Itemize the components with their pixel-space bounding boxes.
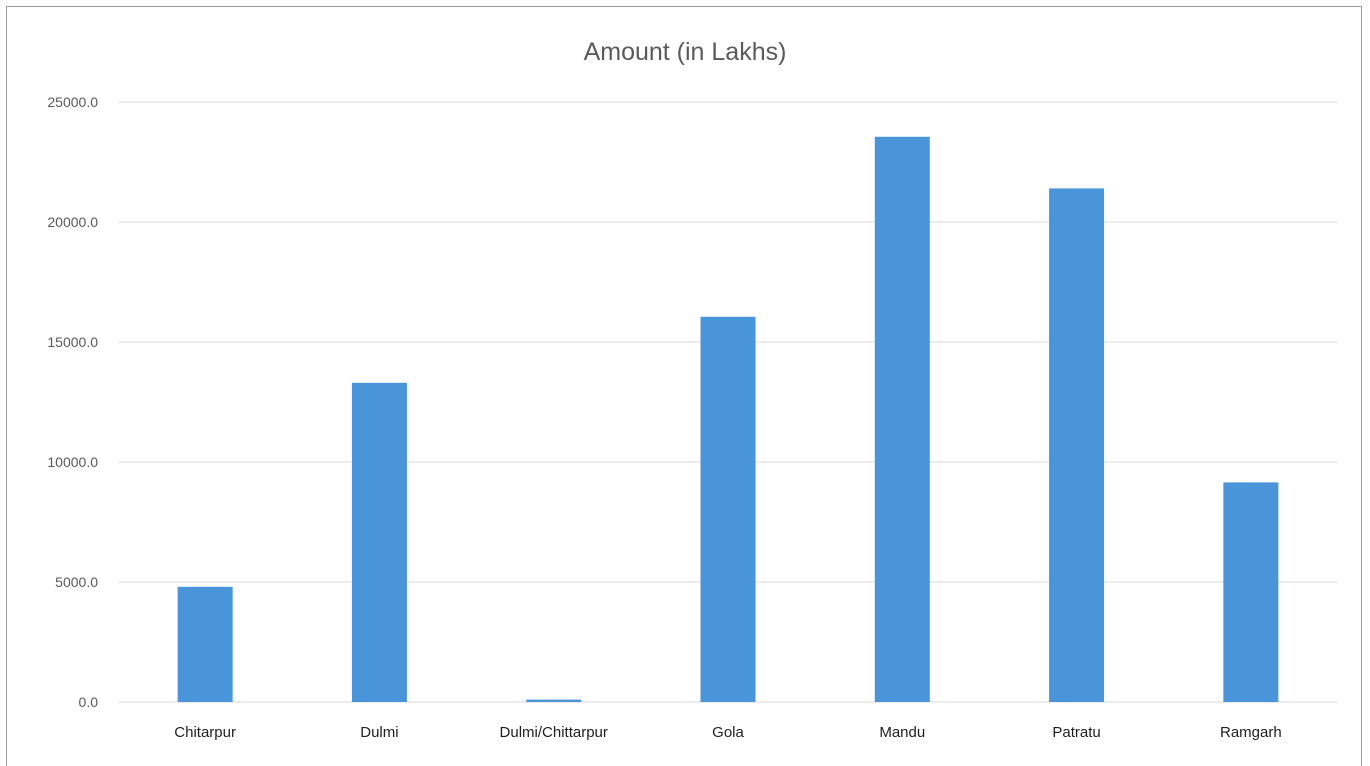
bar-ramgarh [1223,482,1279,702]
y-tick-label: 25000.0 [47,94,98,110]
y-tick-label: 5000.0 [55,574,98,590]
bar-patratu [1049,188,1105,702]
bar-mandu [874,136,930,703]
x-tick-label: Mandu [879,724,925,741]
y-tick-label: 20000.0 [47,214,98,230]
x-tick-label: Dulmi/Chittarpur [500,724,608,741]
x-tick-label: Patratu [1052,724,1100,741]
bar-dulmi [351,382,407,702]
bars [177,136,1279,703]
y-axis-ticks: 0.0 5000.0 10000.0 15000.0 20000.0 25000.0 [47,94,98,710]
y-tick-label: 0.0 [79,694,99,710]
bar-gola [700,316,756,702]
bar-chitarpur [177,586,233,702]
chart-title: Amount (in Lakhs) [584,38,787,66]
x-tick-label: Chitarpur [174,724,236,741]
bar-dulmi-chittarpur [526,699,582,702]
y-tick-label: 10000.0 [47,454,98,470]
x-axis-ticks: Chitarpur Dulmi Dulmi/Chittarpur Gola Mandu P… [174,724,1281,741]
x-tick-label: Dulmi [360,724,398,741]
x-tick-label: Gola [712,724,744,741]
x-tick-label: Ramgarh [1220,724,1282,741]
y-tick-label: 15000.0 [47,334,98,350]
